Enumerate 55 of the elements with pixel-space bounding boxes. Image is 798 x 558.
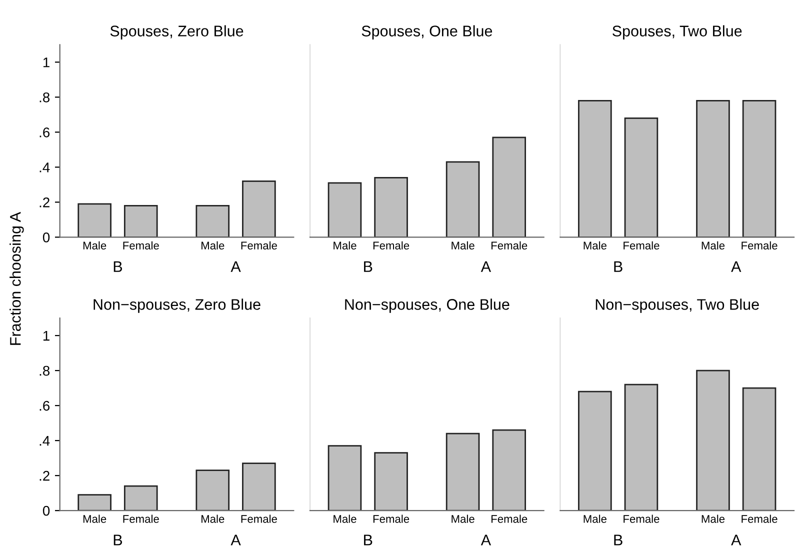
text: A xyxy=(731,261,742,272)
x-tick-label: Male xyxy=(702,241,725,250)
x-tick-label: Male xyxy=(83,514,106,523)
x-tick-label: Female xyxy=(373,514,410,523)
x-tick-label: Female xyxy=(492,241,528,250)
y-tick-label: 0 xyxy=(42,506,50,516)
y-tick-label: 1 xyxy=(43,331,50,341)
chart-title: Non−spouses, One Blue xyxy=(345,298,510,313)
x-tick-label: Male xyxy=(584,241,606,250)
x-tick-label: Male xyxy=(83,241,106,250)
y-tick-label: .4 xyxy=(40,162,50,172)
x-tick-label: Female xyxy=(123,514,159,523)
y-tick-label: .8 xyxy=(40,92,50,102)
text: B xyxy=(614,261,622,272)
text: B xyxy=(114,261,122,272)
chart-title: Non−spouses, Zero Blue xyxy=(94,298,260,313)
x-tick-label: Female xyxy=(742,241,778,250)
chart-title: Spouses, One Blue xyxy=(362,25,492,40)
x-tick-label: Female xyxy=(624,514,660,523)
x-tick-label: Male xyxy=(334,514,356,523)
text: A xyxy=(230,534,241,546)
x-tick-label: Male xyxy=(202,514,224,523)
y-tick-label: .6 xyxy=(40,400,50,411)
y-tick-label: .2 xyxy=(40,470,50,481)
text: A xyxy=(230,261,241,272)
text: B xyxy=(364,534,372,546)
x-tick-label: Male xyxy=(702,514,725,523)
y-tick-label: 1 xyxy=(43,58,50,68)
y-tick-label: .2 xyxy=(40,198,50,208)
y-tick-label: 0 xyxy=(42,232,50,242)
x-tick-label: Female xyxy=(241,241,277,250)
x-tick-label: Female xyxy=(373,241,410,250)
x-tick-label: Male xyxy=(584,514,606,523)
x-tick-label: Male xyxy=(202,241,224,250)
text: B xyxy=(614,534,622,546)
y-tick-label: .4 xyxy=(40,436,50,446)
x-tick-label: Female xyxy=(123,241,159,250)
x-tick-label: Male xyxy=(452,241,474,250)
text: B xyxy=(364,261,372,272)
y-axis-title: Fraction choosing A xyxy=(10,212,24,345)
chart-title: Spouses, Zero Blue xyxy=(110,25,244,40)
chart-title: Spouses, Two Blue xyxy=(612,25,742,40)
text: A xyxy=(731,534,742,546)
text: B xyxy=(114,534,122,546)
text: A xyxy=(480,261,492,272)
y-tick-label: .6 xyxy=(40,127,50,138)
x-tick-label: Female xyxy=(492,514,528,523)
x-tick-label: Female xyxy=(624,241,660,250)
x-tick-label: Male xyxy=(334,241,356,250)
x-tick-label: Female xyxy=(742,514,778,523)
x-tick-label: Female xyxy=(241,514,277,523)
y-tick-label: .8 xyxy=(40,366,50,376)
x-tick-label: Male xyxy=(452,514,474,523)
chart-title: Non−spouses, Two Blue xyxy=(596,298,759,313)
text: A xyxy=(480,534,492,546)
